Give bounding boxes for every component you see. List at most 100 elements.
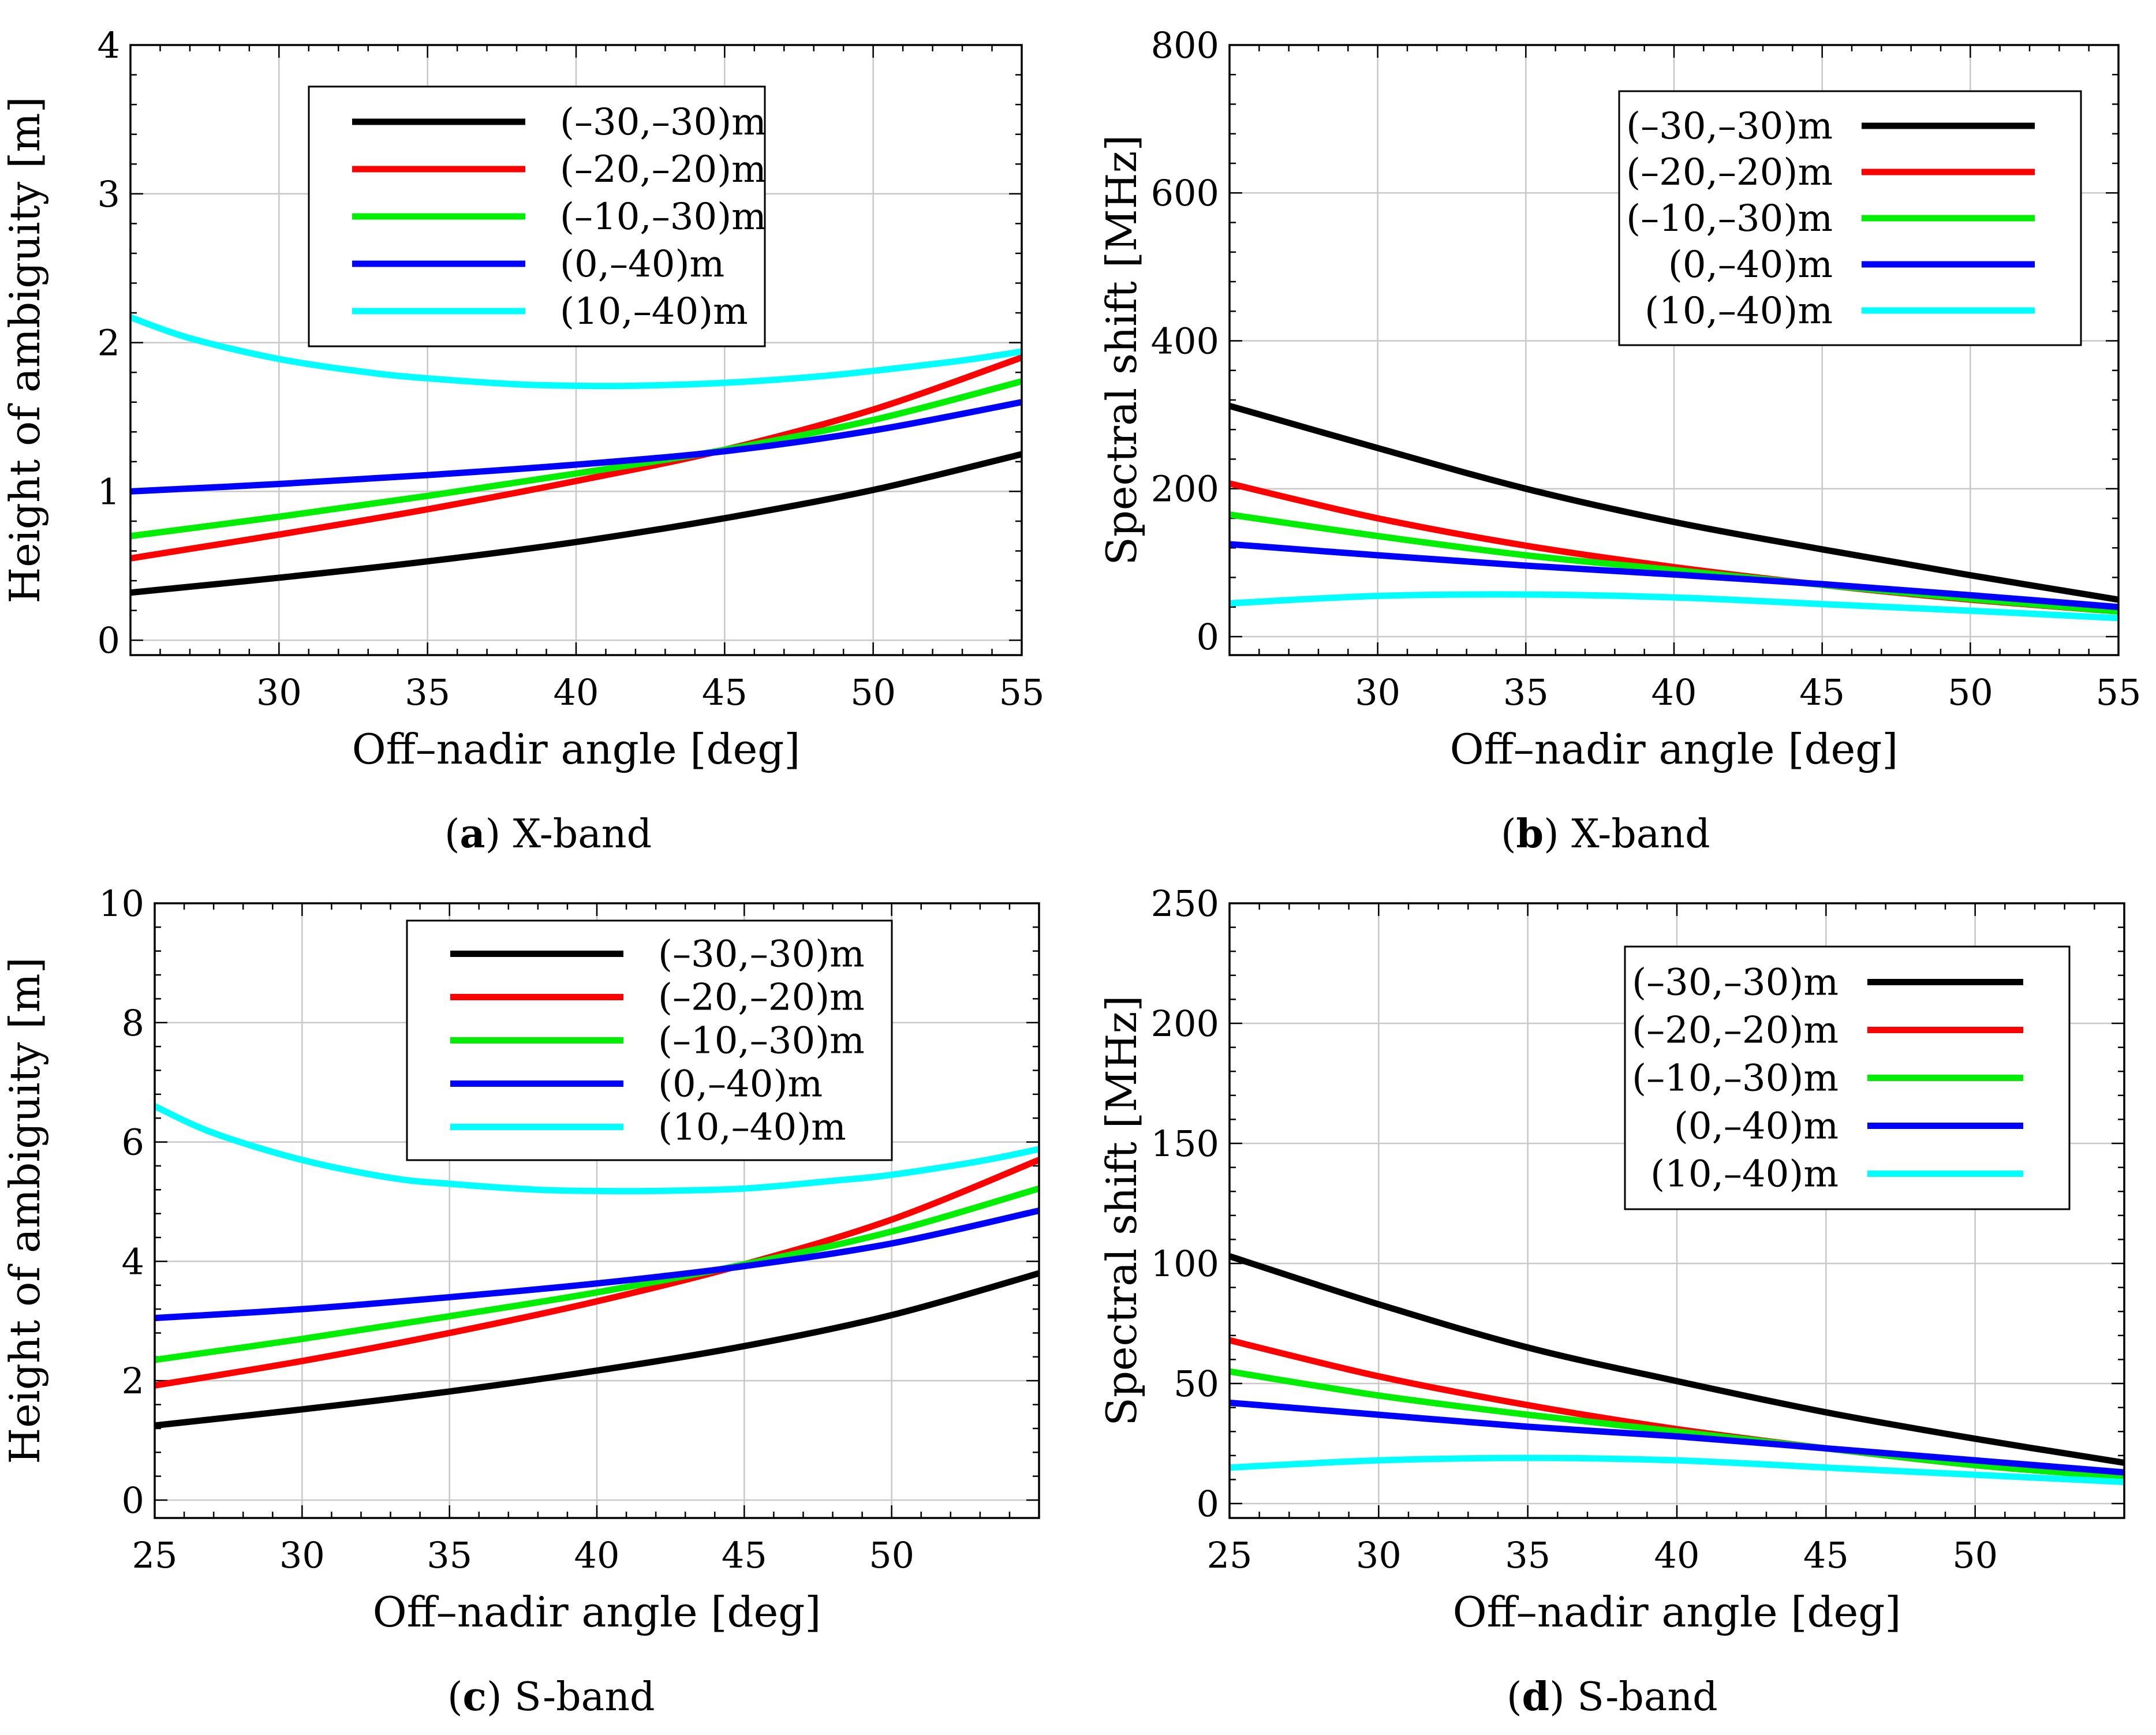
plot-frame [129, 44, 1023, 656]
caption-c: (c) S-band [447, 1674, 655, 1720]
legend-label: (–10,–30)m [1626, 197, 1833, 240]
y-tick-label: 100 [1151, 1243, 1219, 1285]
y-tick-label: 10 [99, 883, 144, 925]
plot-frame [1228, 44, 2120, 656]
y-tick-label: 2 [122, 1360, 144, 1402]
legend-item: (–20,–20)m [1632, 1009, 2023, 1052]
y-tick-label: 50 [1174, 1363, 1219, 1405]
legend: (–30,–30)m(–20,–20)m(–10,–30)m(0,–40)m(1… [1618, 90, 2082, 346]
series-line-4 [155, 1207, 1039, 1322]
legend-item: (–30,–30)m [1632, 962, 2023, 1004]
y-tick-label: 0 [122, 1479, 144, 1521]
x-tick-label: 30 [1356, 1534, 1402, 1576]
legend-label: (10,–40)m [1645, 290, 1833, 332]
series-line-4 [1230, 541, 2118, 611]
plot-frame [1228, 902, 2125, 1519]
legend-item: (–30,–30)m [352, 101, 767, 144]
x-tick-label: 40 [1651, 671, 1697, 713]
legend-label: (10,–40)m [560, 290, 748, 333]
y-tick-label: 0 [1197, 1483, 1219, 1525]
y-axis-label: Height of ambiguity [m] [1, 957, 49, 1464]
legend-label: (0,–40)m [560, 243, 724, 286]
legend-label: (–10,–30)m [1632, 1057, 1839, 1100]
y-tick-label: 400 [1151, 320, 1219, 362]
legend-label: (–30,–30)m [1626, 105, 1833, 148]
series-line-2 [130, 354, 1022, 562]
legend-label: (–10,–30)m [560, 196, 767, 238]
y-axis-label: Height of ambiguity [m] [1, 96, 49, 603]
y-tick-label: 200 [1151, 468, 1219, 510]
y-tick-label: 6 [122, 1121, 144, 1164]
legend-label: (0,–40)m [658, 1063, 823, 1106]
legend-item: (–10,–30)m [352, 196, 767, 238]
y-axis-label: Spectral shift [MHz] [1097, 135, 1146, 566]
y-tick-label: 200 [1151, 1003, 1219, 1045]
series-line-5 [155, 1103, 1039, 1195]
legend: (–30,–30)m(–20,–20)m(–10,–30)m(0,–40)m(1… [406, 919, 893, 1161]
legend-label: (–20,–20)m [1626, 151, 1833, 194]
series-line-4 [1230, 1399, 2124, 1476]
x-tick-label: 35 [1505, 1534, 1550, 1576]
chart-a: 30 35 40 45 50 55 0 1 2 3 4 Off–nadir angle [deg] He… [1, 24, 1044, 773]
x-tick-label: 25 [1207, 1534, 1253, 1576]
legend-label: (–20,–20)m [1632, 1009, 1839, 1052]
series-line-1 [130, 451, 1022, 596]
legend-label: (10,–40)m [658, 1106, 846, 1149]
x-tick-label: 40 [574, 1534, 620, 1576]
series-line-3 [1230, 511, 2118, 615]
series-line-5 [1230, 591, 2118, 622]
x-tick-label: 30 [256, 671, 302, 713]
x-tick-label: 50 [1948, 671, 1993, 713]
series-line-1 [155, 1270, 1039, 1429]
x-tick-label: 25 [132, 1534, 178, 1576]
series-line-3 [130, 378, 1022, 540]
legend-label: (10,–40)m [1650, 1153, 1839, 1196]
legend-item: (–20,–20)m [450, 977, 865, 1019]
x-tick-label: 45 [1799, 671, 1845, 713]
legend-item: (0,–40)m [1668, 244, 2035, 286]
x-tick-label: 45 [702, 671, 748, 713]
x-tick-label: 30 [1355, 671, 1400, 713]
x-tick-label: 35 [427, 1534, 472, 1576]
legend-item: (–30,–30)m [1626, 105, 2035, 148]
y-tick-label: 0 [1197, 616, 1219, 658]
legend-label: (–20,–20)m [560, 148, 767, 191]
legend-label: (–30,–30)m [658, 933, 865, 976]
x-tick-label: 35 [1503, 671, 1549, 713]
series-line-1 [1230, 1253, 2124, 1466]
series-line-1 [1230, 402, 2118, 603]
x-tick-label: 50 [850, 671, 896, 713]
legend-item: (10,–40)m [1645, 290, 2035, 332]
legend-item: (10,–40)m [450, 1106, 846, 1149]
legend-label: (–30,–30)m [1632, 962, 1839, 1004]
caption-b: (b) X-band [1501, 811, 1710, 857]
legend-label: (–30,–30)m [560, 101, 767, 144]
y-tick-label: 2 [98, 322, 120, 364]
x-axis-label: Off–nadir angle [deg] [373, 1588, 821, 1636]
legend-item: (10,–40)m [1650, 1153, 2023, 1196]
plot-frame [154, 902, 1040, 1519]
caption-d: (d) S-band [1507, 1674, 1718, 1720]
y-tick-label: 8 [122, 1002, 144, 1044]
caption-a: (a) X-band [444, 811, 652, 857]
x-tick-label: 40 [554, 671, 599, 713]
y-tick-label: 4 [98, 24, 120, 66]
legend-item: (0,–40)m [450, 1063, 823, 1106]
y-tick-label: 800 [1151, 24, 1219, 66]
y-tick-label: 4 [122, 1240, 144, 1282]
legend-item: (–20,–20)m [352, 148, 767, 191]
legend-item: (–10,–30)m [450, 1020, 865, 1063]
chart-c: 25 30 35 40 45 50 0 2 4 6 8 10 Off–nadir angle [deg]… [1, 883, 1040, 1636]
x-tick-label: 55 [2096, 671, 2142, 713]
legend: (–30,–30)m(–20,–20)m(–10,–30)m(0,–40)m(1… [1624, 945, 2071, 1210]
x-tick-label: 40 [1654, 1534, 1700, 1576]
x-tick-label: 45 [1803, 1534, 1849, 1576]
x-axis-label: Off–nadir angle [deg] [1453, 1588, 1901, 1636]
x-tick-label: 55 [999, 671, 1045, 713]
legend-item: (–10,–30)m [1632, 1057, 2023, 1100]
y-tick-label: 600 [1151, 172, 1219, 214]
legend-label: (–20,–20)m [658, 977, 865, 1019]
y-tick-label: 1 [98, 470, 120, 513]
x-tick-label: 45 [722, 1534, 767, 1576]
x-tick-label: 30 [279, 1534, 325, 1576]
